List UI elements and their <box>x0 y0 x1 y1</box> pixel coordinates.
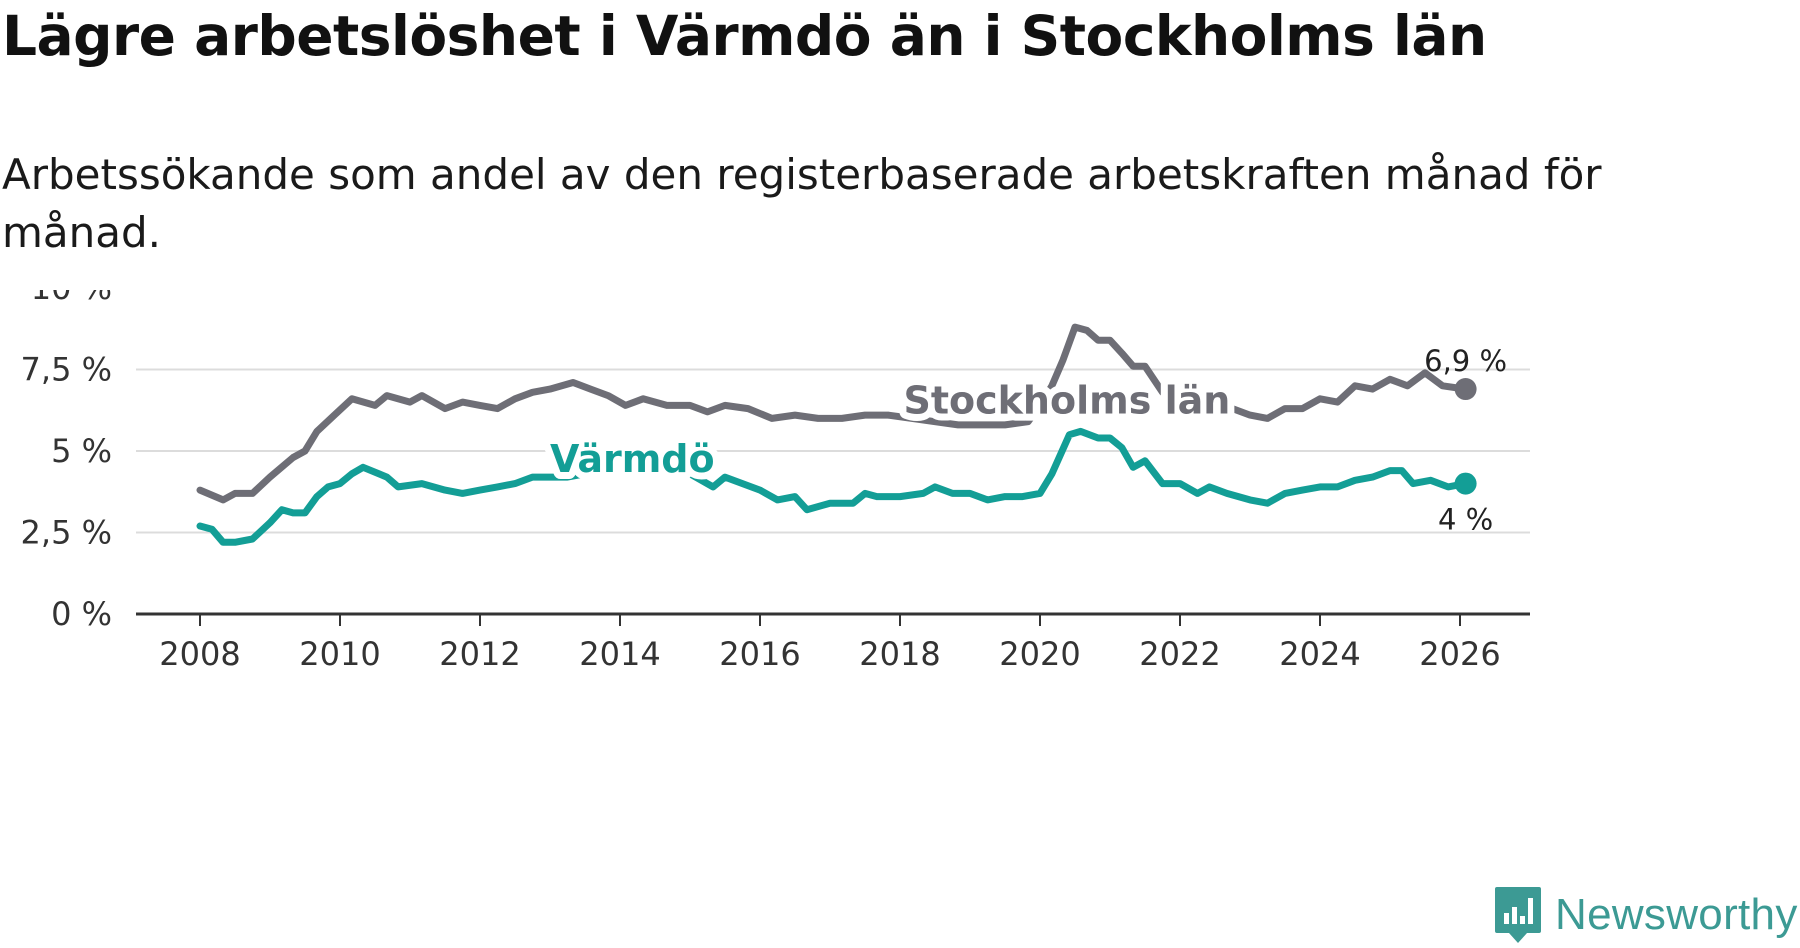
grid-lines <box>136 368 1530 616</box>
y-tick-label: 2,5 % <box>21 514 112 552</box>
newsworthy-logo: Newsworthy <box>1493 885 1798 945</box>
series-label-halo: Värmdö <box>550 437 715 481</box>
y-tick-label: 0 % <box>51 595 112 633</box>
series-lines <box>196 323 1477 546</box>
x-tick-label: 2012 <box>439 635 520 673</box>
series-end-label: 4 % <box>1438 503 1493 537</box>
x-tick-label: 2024 <box>1279 635 1360 673</box>
y-axis-ticks: 0 % 2,5 % 5 % 7,5 % 10 % <box>21 290 112 633</box>
x-tick-label: 2014 <box>579 635 660 673</box>
x-tick-label: 2020 <box>999 635 1080 673</box>
y-tick-label: 10 % <box>31 290 112 307</box>
x-tick-label: 2026 <box>1419 635 1500 673</box>
series-end-label: 6,9 % <box>1424 344 1507 378</box>
x-tick-label: 2010 <box>299 635 380 673</box>
y-tick-label: 5 % <box>51 432 112 470</box>
series-end-marker <box>1454 378 1477 401</box>
y-tick-label: 7,5 % <box>21 351 112 389</box>
series-end-marker <box>1454 472 1477 495</box>
chart-title: Lägre arbetslöshet i Värmdö än i Stockho… <box>2 4 1487 68</box>
series-line-0 <box>196 323 1470 504</box>
x-tick-label: 2008 <box>159 635 240 673</box>
brand-name: Newsworthy <box>1555 890 1798 939</box>
series-label-halo: Stockholms län <box>904 379 1231 423</box>
newsworthy-logo-icon <box>1495 887 1541 943</box>
x-tick-label: 2016 <box>719 635 800 673</box>
x-axis-ticks: 2008 2010 2012 2014 2016 2018 2020 2022 2024 2026 <box>159 614 1501 673</box>
series-line-1 <box>196 427 1470 546</box>
x-tick-label: 2022 <box>1139 635 1220 673</box>
series-name-label: Stockholms län <box>904 379 1231 423</box>
x-tick-label: 2018 <box>859 635 940 673</box>
line-chart: 0 % 2,5 % 5 % 7,5 % 10 % 2008 2010 2012 2014 201… <box>21 290 1530 673</box>
chart-subtitle: Arbetssökande som andel av den registerb… <box>2 150 1602 257</box>
series-name-label: Värmdö <box>550 437 715 481</box>
